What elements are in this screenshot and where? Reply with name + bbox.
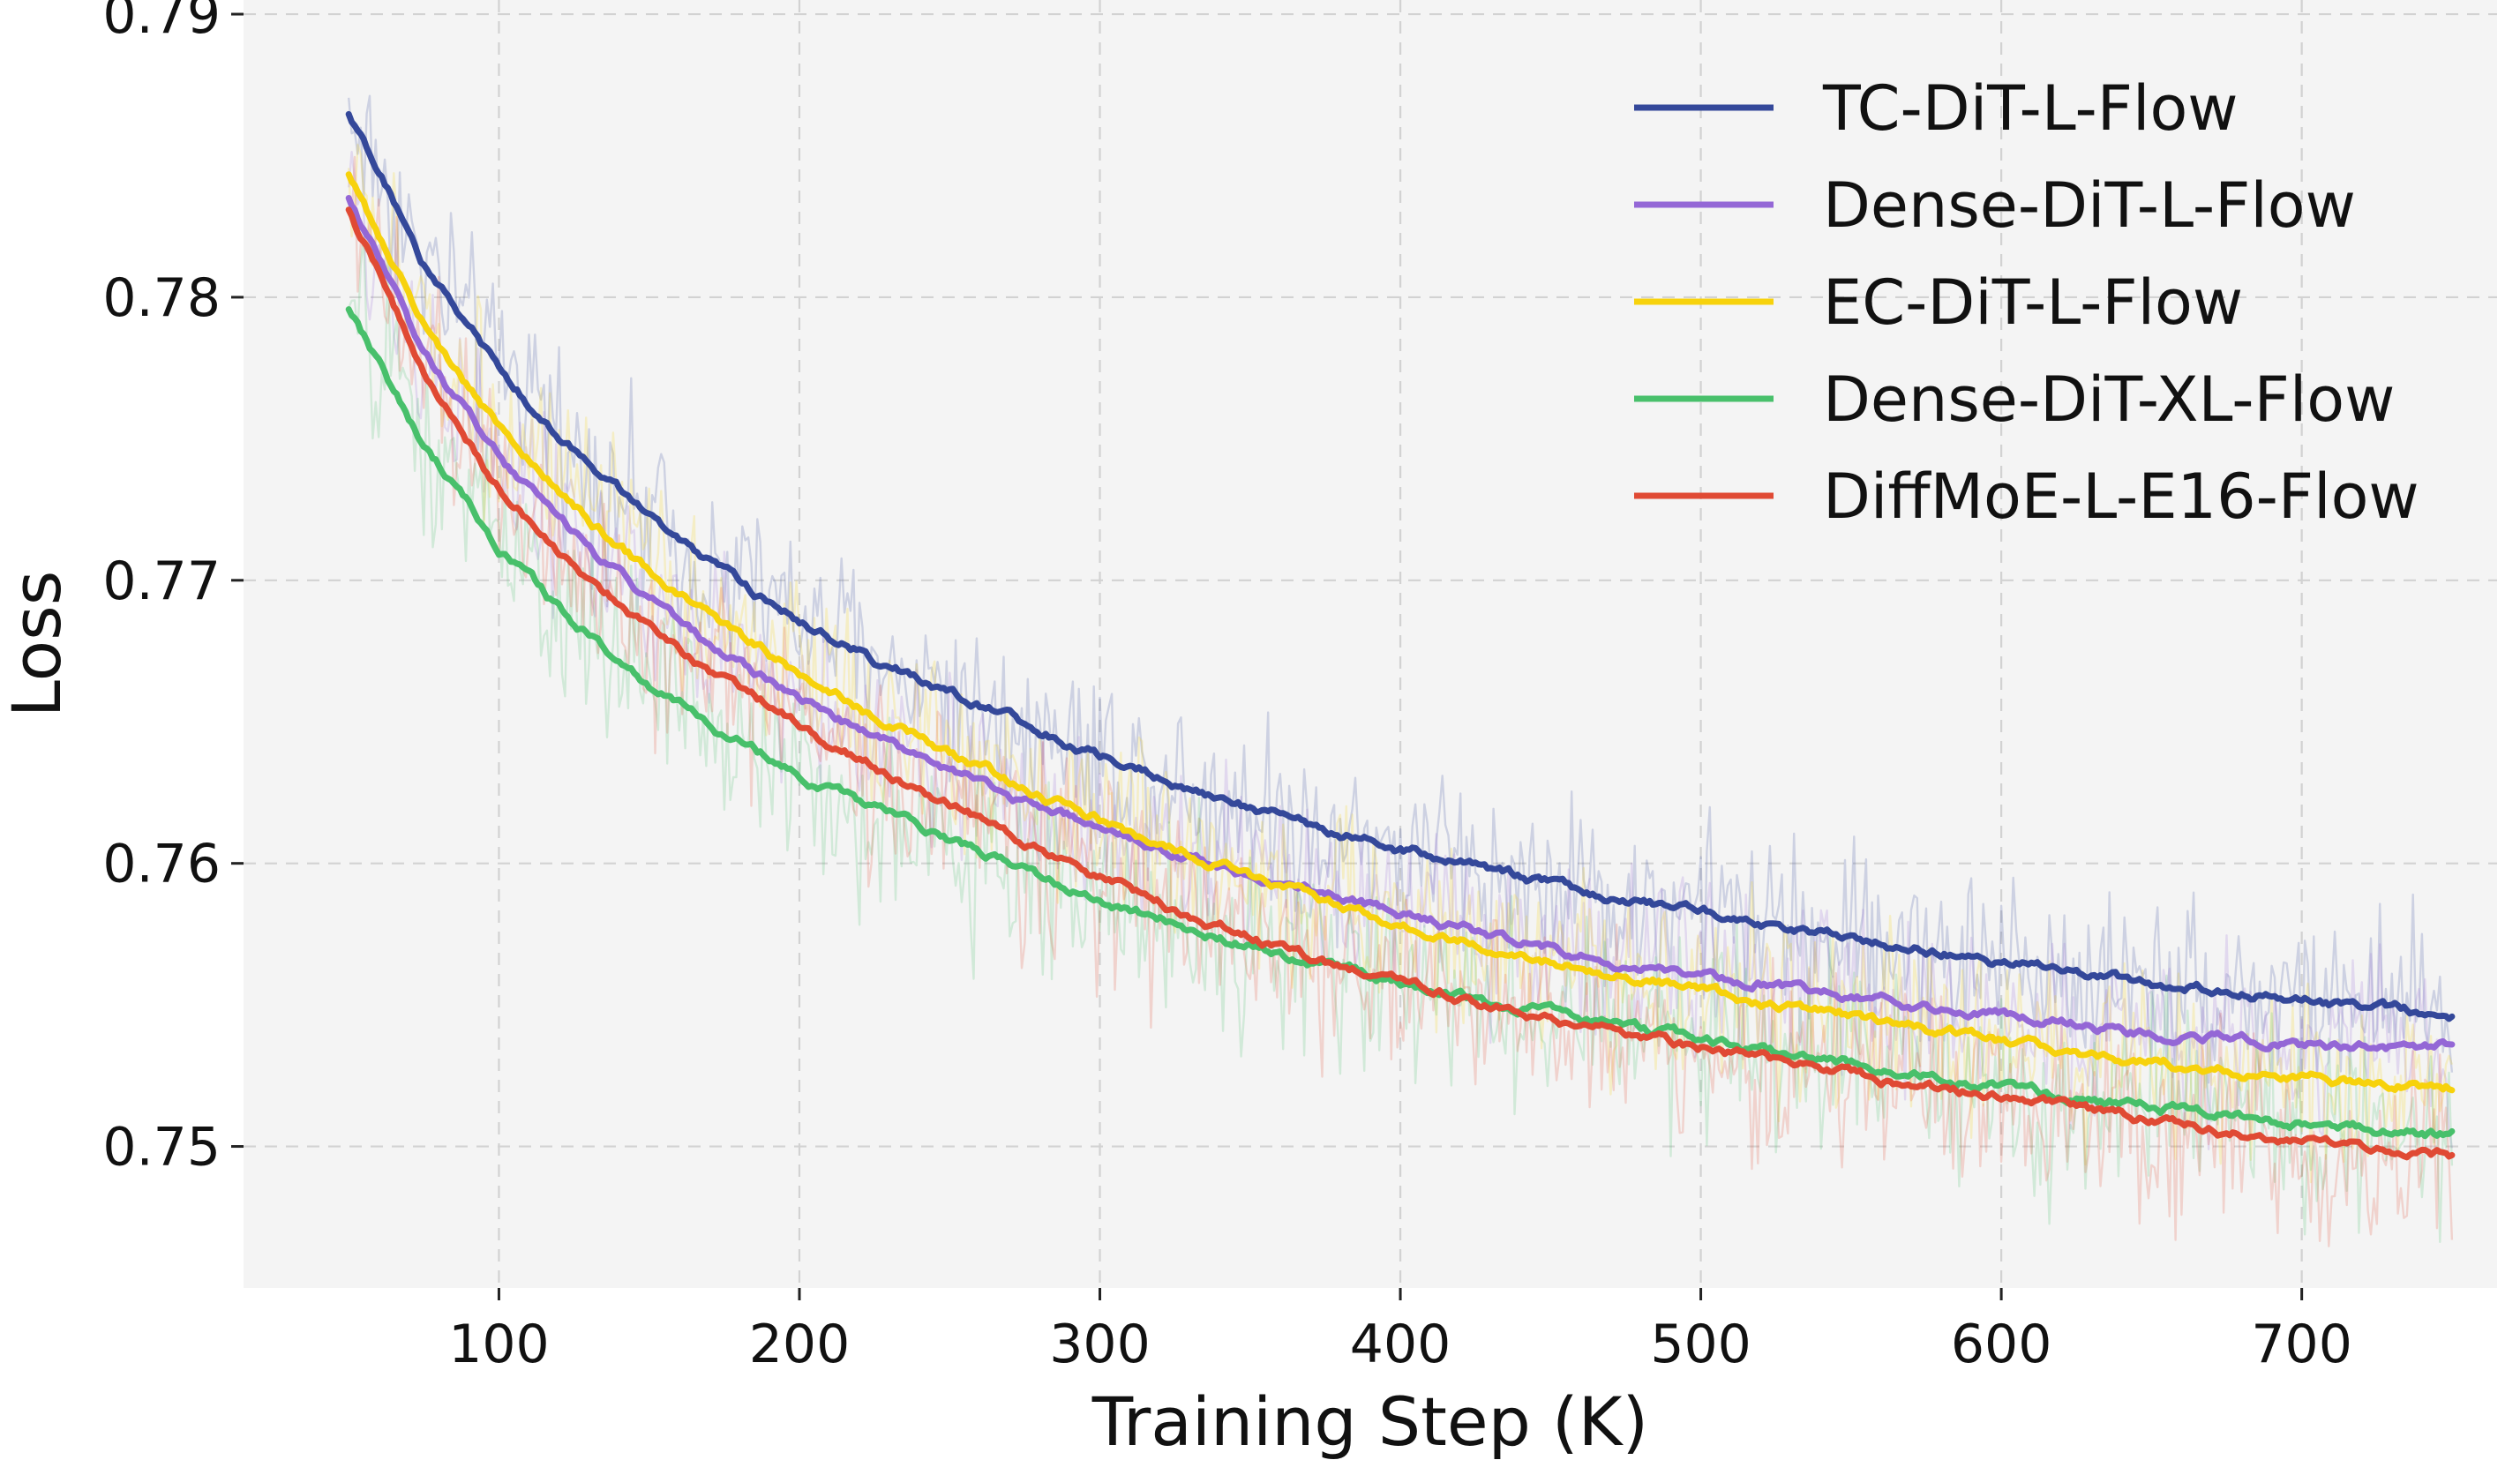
grid bbox=[244, 0, 2497, 1288]
legend-label: EC-DiT-L-Flow bbox=[1823, 266, 2243, 339]
series-line bbox=[345, 110, 2456, 1022]
x-tick-label: 700 bbox=[2251, 1314, 2352, 1375]
raw-loss-band bbox=[348, 94, 2454, 1084]
x-tick-label: 500 bbox=[1650, 1314, 1751, 1375]
y-tick-label: 0.78 bbox=[102, 267, 221, 329]
y-tick-label: 0.79 bbox=[102, 0, 221, 46]
y-tick-label: 0.76 bbox=[102, 834, 221, 895]
x-axis-title: Training Step (K) bbox=[1091, 1382, 1648, 1460]
raw-loss-band bbox=[348, 150, 2454, 1151]
series-line bbox=[345, 306, 2456, 1140]
x-tick-label: 300 bbox=[1049, 1314, 1151, 1375]
x-tick-label: 600 bbox=[1951, 1314, 2052, 1375]
y-axis-title: Loss bbox=[0, 571, 76, 718]
x-tick-label: 400 bbox=[1350, 1314, 1451, 1375]
legend-label: DiffMoE-L-E16-Flow bbox=[1823, 460, 2419, 533]
legend-label: Dense-DiT-L-Flow bbox=[1823, 169, 2356, 242]
smoothed-loss-lines bbox=[345, 110, 2456, 1161]
legend-label: Dense-DiT-XL-Flow bbox=[1823, 363, 2395, 436]
series-line bbox=[345, 171, 2456, 1094]
legend: TC-DiT-L-Flow Dense-DiT-L-Flow EC-DiT-L-Fl… bbox=[1634, 72, 2419, 533]
tick-labels: 100 200 300 400 500 600 700 0.75 0.76 0.77 0.78 0.7… bbox=[102, 0, 2352, 1375]
legend-label: TC-DiT-L-Flow bbox=[1822, 72, 2239, 145]
series-line bbox=[345, 195, 2456, 1052]
y-tick-label: 0.77 bbox=[102, 550, 221, 612]
x-tick-label: 100 bbox=[448, 1314, 550, 1375]
x-tick-label: 200 bbox=[749, 1314, 851, 1375]
axes bbox=[231, 12, 2304, 1300]
series-line bbox=[345, 206, 2456, 1161]
y-tick-label: 0.75 bbox=[102, 1117, 221, 1179]
plot-background bbox=[244, 0, 2497, 1288]
